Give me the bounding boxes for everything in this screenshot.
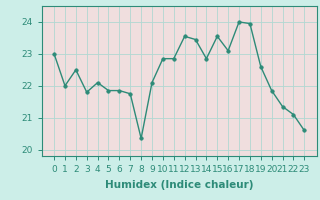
X-axis label: Humidex (Indice chaleur): Humidex (Indice chaleur) — [105, 180, 253, 190]
